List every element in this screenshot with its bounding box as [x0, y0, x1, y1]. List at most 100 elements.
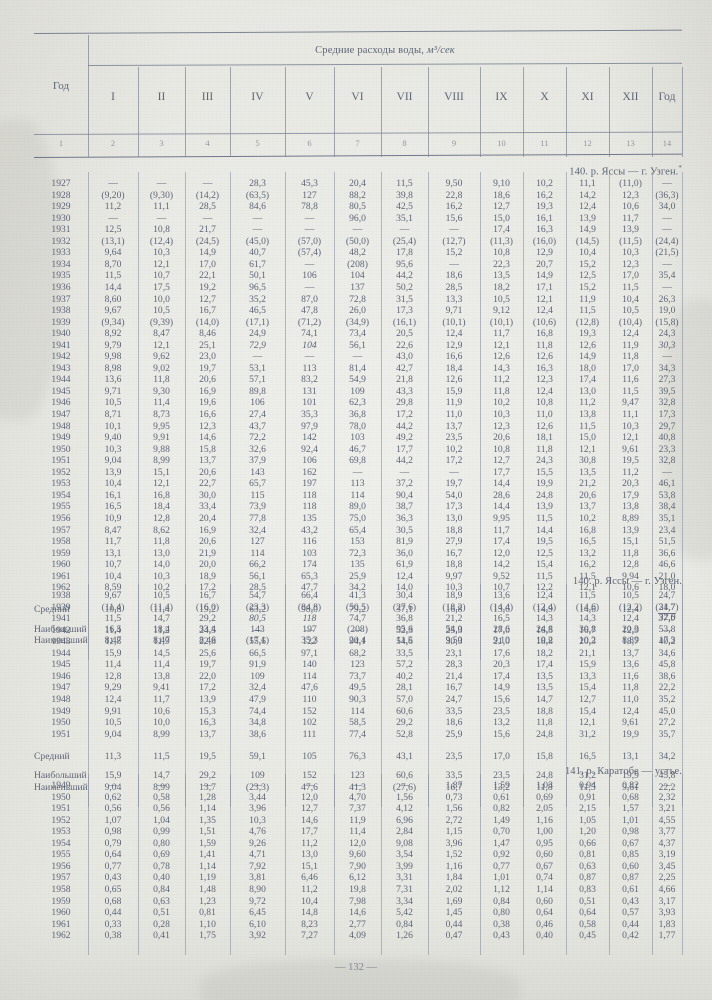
cell-value: 17,3 — [658, 635, 676, 647]
cell-value: 18,9 — [445, 590, 463, 601]
cell-value: 13,7 — [445, 420, 463, 432]
cell-value: — — [304, 212, 315, 224]
table-row: 1942 9,98 9,62 23,0 — — — 43,0 16,6 12,6 12,6 14,9 1… — [34, 351, 682, 363]
cell-value: — — [304, 624, 315, 636]
cell-value: 13,9 — [622, 524, 639, 536]
cell-value: 12,7 — [199, 293, 216, 305]
cell-value: 18,0 — [579, 362, 596, 374]
cell-value: 77,4 — [349, 728, 366, 740]
row-year-label: 1947 — [51, 682, 71, 694]
cell-value: 1,04 — [153, 814, 170, 826]
cell-value: 11,3 — [104, 750, 122, 762]
cell-value: 19,6 — [199, 397, 216, 409]
header-span-label: Средние расходы воды, м³/сек — [88, 45, 682, 56]
cell-value: 3,92 — [249, 930, 266, 942]
cell-value: 45,8 — [658, 659, 676, 671]
cell-value: — — [662, 258, 672, 270]
cell-value: 11,4 — [104, 624, 122, 636]
cell-value: 3,34 — [396, 895, 413, 907]
block-separator-2 — [185, 774, 186, 955]
cell-value: 14,4 — [493, 478, 510, 490]
cell-value: 0,56 — [104, 803, 122, 815]
cell-value: 1,41 — [199, 849, 216, 861]
block-separator-0 — [88, 584, 89, 807]
cell-value: 65,4 — [349, 524, 366, 536]
cell-value: 34,6 — [658, 647, 676, 659]
cell-value: 22,7 — [199, 478, 216, 490]
cell-value: 14,6 — [301, 814, 318, 826]
cell-value: 50,1 — [249, 270, 266, 282]
cell-value: 4,71 — [249, 849, 266, 861]
cell-value: 3,31 — [396, 872, 413, 884]
cell-value: 14,9 — [579, 351, 596, 363]
cell-value: 115 — [250, 489, 265, 501]
cell-value: 39,8 — [396, 189, 413, 201]
cell-value: 35,4 — [658, 270, 676, 282]
row-year-label: 1961 — [51, 918, 71, 930]
summary-row: Средний 11,3 11,5 19,5 59,1 105 76,3 43,1 23,5 17… — [34, 751, 682, 763]
cell-value: 0,38 — [104, 930, 122, 942]
cell-value: 9,41 — [153, 682, 170, 694]
cell-value: 32,6 — [249, 443, 266, 455]
cell-value: 57,1 — [249, 374, 266, 386]
cell-value: 106 — [302, 270, 317, 282]
cell-value: 0,95 — [536, 837, 553, 849]
block-separator-5 — [334, 172, 335, 661]
cell-value: 10,1 — [104, 420, 122, 432]
table-row: 1929 11,2 11,1 28,5 84,6 78,8 80,5 42,5 16,2 12,7… — [34, 201, 682, 213]
cell-value: 15,4 — [579, 682, 596, 694]
cell-value: 10,7 — [493, 582, 510, 594]
cell-value: 95,6 — [396, 623, 413, 635]
cell-value: 110 — [302, 693, 317, 705]
cell-value: 11,6 — [622, 670, 639, 682]
cell-value: 12,0 — [493, 547, 510, 559]
cell-value: 113 — [302, 362, 317, 374]
cell-value: 23,1 — [445, 647, 463, 659]
cell-value: 11,1 — [622, 409, 639, 420]
cell-value: 0,80 — [493, 907, 510, 919]
cell-value: 3,17 — [658, 895, 676, 907]
cell-value: 18,2 — [493, 281, 510, 293]
cell-value: 34,2 — [658, 750, 676, 762]
cell-value: 50,2 — [396, 281, 413, 293]
row-year-label: 1947 — [51, 409, 71, 420]
cell-value: 143 — [250, 623, 265, 635]
cell-value: 26,0 — [349, 305, 366, 317]
header-column-number-11: 11 — [540, 138, 549, 148]
cell-value: 12,8 — [622, 559, 639, 571]
cell-value: 38,7 — [396, 501, 413, 513]
cell-value: — — [662, 624, 672, 636]
cell-value: 12,2 — [536, 582, 553, 594]
cell-value: 11,5 — [579, 570, 596, 582]
cell-value: 0,58 — [153, 791, 170, 803]
cell-value: (12,4) — [149, 235, 174, 247]
cell-value: — — [662, 351, 672, 363]
cell-value: 17,7 — [396, 443, 413, 455]
cell-value: 43,2 — [301, 524, 318, 536]
cell-value: 18,6 — [493, 189, 510, 201]
cell-value: 10,7 — [104, 559, 122, 571]
row-year-label: 1936 — [51, 281, 71, 293]
cell-value: (23,3) — [245, 601, 270, 613]
cell-value: (17,1) — [245, 316, 270, 328]
cell-value: 1,52 — [445, 849, 463, 861]
table-row: 1941 11,5 14,7 29,2 80,5 118 74,7 36,8 21,2 16,5 1… — [34, 613, 682, 625]
cell-value: 9,95 — [493, 512, 510, 524]
cell-value: 14,8 — [301, 907, 318, 919]
cell-value: 31,7 32,6 — [652, 603, 682, 624]
table-row: 1952 1,07 1,04 1,35 10,3 14,6 11,9 6,96 2,72 1,49… — [34, 815, 682, 827]
cell-value: 29,2 — [396, 717, 413, 729]
cell-value: 53,8 — [658, 489, 676, 501]
cell-value: 0,44 — [622, 918, 639, 930]
cell-value: 12,4 — [622, 705, 639, 717]
cell-value: 11,8 — [536, 443, 553, 455]
cell-value: 10,2 — [579, 512, 596, 524]
cell-value: 19,5 — [536, 536, 553, 548]
cell-value: 97,9 — [301, 420, 318, 432]
cell-value: 15,5 — [536, 466, 553, 478]
cell-value: 28,5 — [445, 281, 463, 293]
table-row: 1956 10,9 12,8 20,4 77,8 135 75,0 36,3 13,0 9,95 1… — [34, 513, 682, 525]
cell-value: 24,9 — [249, 328, 266, 340]
cell-value: 9,88 — [153, 443, 170, 455]
cell-value: 1,28 — [199, 791, 216, 803]
